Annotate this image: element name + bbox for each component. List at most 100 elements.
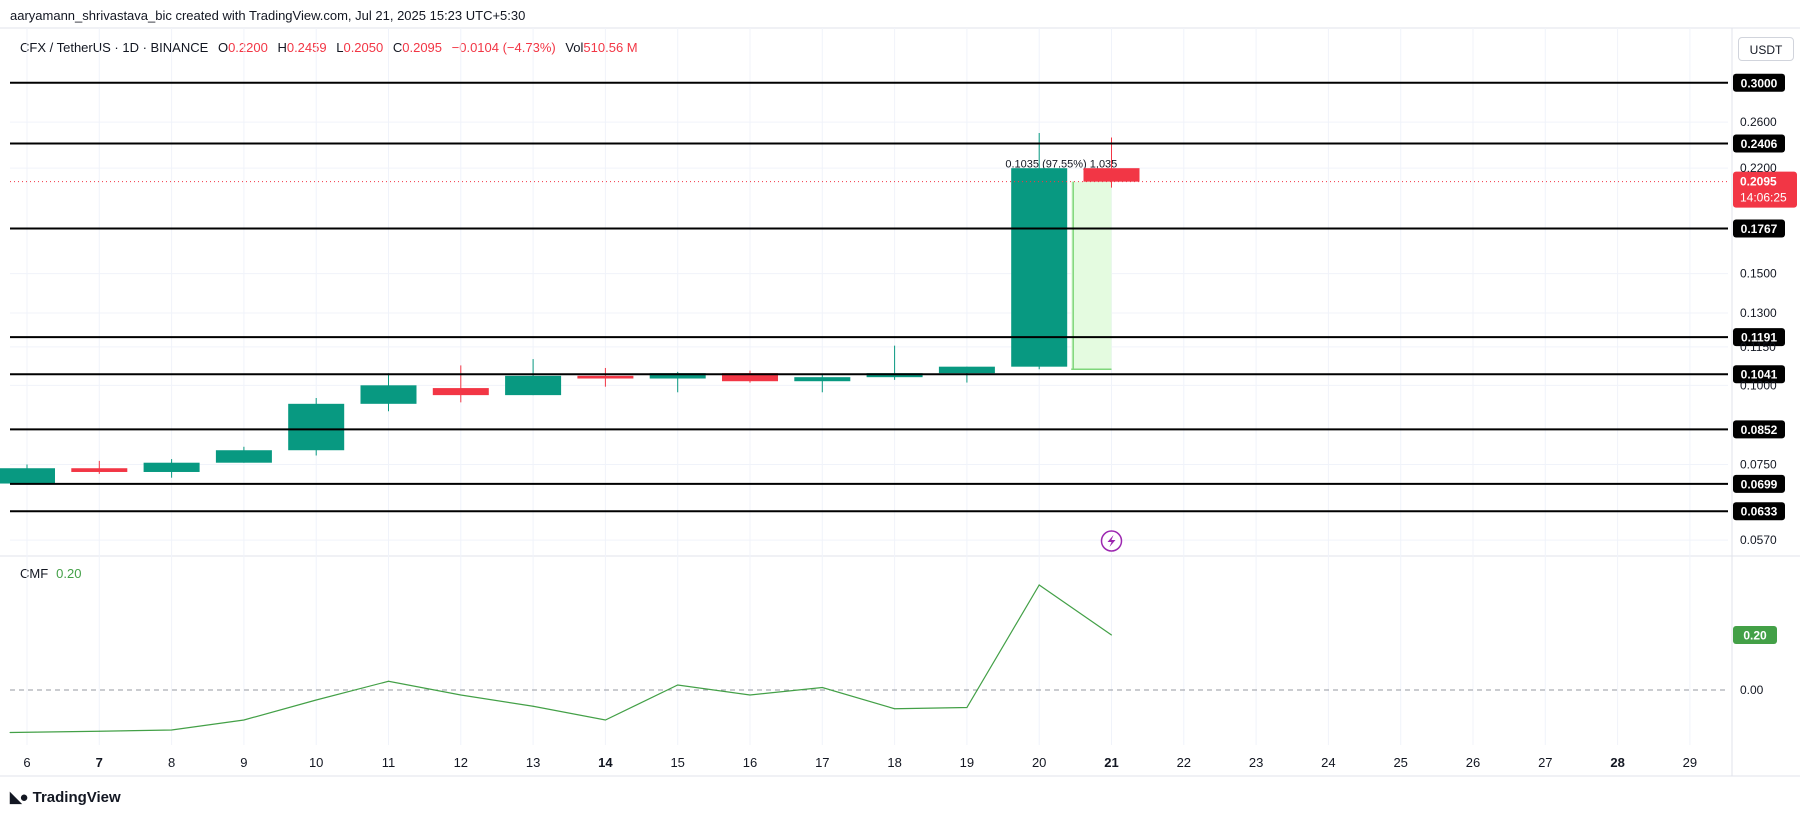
time-tick-label: 15 bbox=[670, 755, 684, 770]
price-level-badge bbox=[1733, 474, 1785, 493]
change-value: −0.0104 (−4.73%) bbox=[451, 40, 556, 55]
cmf-point bbox=[604, 719, 606, 721]
symbol-legend: CFX / TetherUS · 1D · BINANCE O0.2200 H 0… bbox=[20, 40, 638, 55]
time-tick-label: 24 bbox=[1321, 755, 1335, 770]
tradingview-brand[interactable]: ◣● TradingView bbox=[10, 788, 121, 807]
candle-body bbox=[360, 385, 417, 404]
price-tick-label: 0.1000 bbox=[1740, 378, 1777, 392]
open-value: 0.2200 bbox=[228, 40, 268, 55]
cmf-point bbox=[243, 719, 245, 721]
cmf-point bbox=[315, 699, 317, 701]
price-level-label: 0.1191 bbox=[1741, 331, 1777, 345]
time-tick-label: 27 bbox=[1538, 755, 1552, 770]
time-tick-label: 20 bbox=[1032, 755, 1046, 770]
cmf-zero-label: 0.00 bbox=[1740, 683, 1764, 697]
low-value: 0.2050 bbox=[343, 40, 384, 55]
time-tick-label: 17 bbox=[815, 755, 829, 770]
current-price-badge bbox=[1733, 171, 1797, 208]
cmf-point bbox=[171, 729, 173, 731]
cmf-point bbox=[460, 694, 462, 696]
price-level-label: 0.0699 bbox=[1741, 477, 1778, 491]
cmf-line bbox=[9, 584, 1112, 734]
lightning-glyph bbox=[1107, 535, 1116, 547]
price-tick-label: 0.2600 bbox=[1740, 115, 1777, 129]
volume-label: Vol bbox=[565, 40, 584, 55]
high-label: H bbox=[277, 40, 287, 55]
cmf-value-badge bbox=[1733, 626, 1777, 644]
brand-name: TradingView bbox=[32, 788, 121, 806]
time-tick-label: 25 bbox=[1393, 755, 1407, 770]
time-tick-label: 8 bbox=[168, 755, 175, 770]
cmf-point bbox=[894, 708, 896, 710]
measure-range bbox=[1071, 181, 1112, 370]
price-level-label: 0.3000 bbox=[1741, 76, 1778, 90]
grid-lines bbox=[0, 27, 1800, 777]
open-label: O bbox=[217, 40, 229, 55]
time-tick-label: 14 bbox=[598, 755, 613, 770]
candle-body bbox=[143, 462, 200, 472]
time-tick-label: 6 bbox=[23, 755, 30, 770]
candle-body bbox=[505, 375, 562, 396]
candle-body bbox=[1011, 168, 1068, 367]
price-level-badge bbox=[1733, 134, 1785, 153]
horizontal-levels[interactable]: 0.3000 0.2406 0.1767 0.1191 0.1041 0.0852 0.06… bbox=[10, 73, 1797, 521]
volume-value: 510.56 M bbox=[583, 40, 638, 55]
price-level-badge bbox=[1733, 365, 1785, 384]
price-level-label: 0.1041 bbox=[1741, 368, 1778, 382]
time-tick-label: 18 bbox=[887, 755, 901, 770]
cmf-point bbox=[1111, 634, 1112, 636]
candle-body bbox=[71, 468, 128, 472]
candle-body bbox=[432, 388, 489, 396]
time-tick-label: 21 bbox=[1104, 755, 1118, 770]
cmf-value: 0.20 bbox=[56, 566, 82, 581]
time-tick-label: 7 bbox=[96, 755, 103, 770]
candle-countdown: 14:06:25 bbox=[1740, 191, 1787, 205]
price-level-badge bbox=[1733, 420, 1785, 439]
candle-body bbox=[938, 366, 995, 374]
candle-body bbox=[577, 375, 634, 379]
candle-body bbox=[1083, 168, 1140, 182]
price-tick-label: 0.1500 bbox=[1740, 267, 1777, 281]
time-tick-label: 19 bbox=[960, 755, 974, 770]
publisher-line: aaryamann_shrivastava_bic created with T… bbox=[10, 8, 526, 23]
cmf-pane: 0.00 0.20 bbox=[9, 584, 1777, 734]
candle-body bbox=[288, 403, 345, 451]
symbol-title[interactable]: CFX / TetherUS · 1D · BINANCE bbox=[20, 40, 209, 55]
cmf-point bbox=[966, 707, 968, 708]
time-tick-label: 11 bbox=[382, 755, 396, 770]
time-axis[interactable]: 6 7 8 9 10 11 12 13 14 15 16 17 18 19 20 21 22 23 24 25 26 27… bbox=[23, 755, 1697, 770]
alert-icon[interactable] bbox=[1100, 530, 1123, 552]
price-level-label: 0.1767 bbox=[1741, 222, 1778, 236]
price-tick-label: 0.2200 bbox=[1740, 161, 1777, 175]
cmf-point bbox=[532, 705, 534, 707]
time-tick-label: 28 bbox=[1610, 755, 1624, 770]
price-level-badge bbox=[1733, 502, 1785, 521]
cmf-point bbox=[9, 732, 11, 733]
cmf-point bbox=[821, 687, 823, 688]
close-value: 0.2095 bbox=[402, 40, 443, 55]
time-tick-label: 23 bbox=[1249, 755, 1263, 770]
cmf-value-badge-label: 0.20 bbox=[1743, 629, 1767, 643]
time-tick-label: 22 bbox=[1177, 755, 1191, 770]
currency-button[interactable]: USDT bbox=[1738, 37, 1794, 61]
cmf-point bbox=[1038, 584, 1040, 586]
time-tick-label: 10 bbox=[309, 755, 323, 770]
candle-body bbox=[215, 450, 272, 463]
price-tick-label: 0.1300 bbox=[1740, 306, 1777, 320]
price-tick-label: 0.0570 bbox=[1740, 533, 1777, 547]
candle-body bbox=[794, 377, 851, 382]
candles bbox=[0, 132, 1140, 484]
candle-body bbox=[0, 468, 55, 484]
price-level-label: 0.0852 bbox=[1741, 423, 1778, 437]
cmf-point bbox=[749, 694, 751, 696]
candle-body bbox=[722, 373, 778, 382]
price-level-label: 0.0633 bbox=[1741, 505, 1778, 519]
time-tick-label: 26 bbox=[1466, 755, 1480, 770]
candle-body bbox=[649, 373, 706, 379]
price-axis[interactable]: 0.2600 0.2200 0.1500 0.1300 0.1150 0.1000 0.07… bbox=[1740, 115, 1777, 547]
time-tick-label: 29 bbox=[1683, 755, 1697, 770]
measure-label: 0.1035 (97.55%) 1,035 bbox=[1005, 159, 1117, 171]
cmf-point bbox=[677, 684, 679, 686]
cmf-point bbox=[388, 680, 389, 682]
